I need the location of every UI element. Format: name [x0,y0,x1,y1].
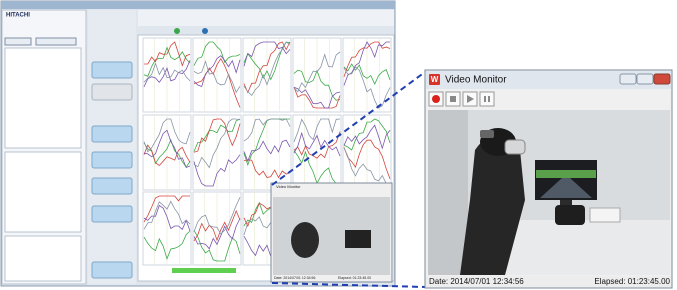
button-column [88,10,136,284]
range-box [5,236,81,281]
panel-button[interactable] [36,38,76,45]
display-scene [536,170,596,178]
inset-title: Video Monitor [276,184,301,189]
pause-icon [488,96,490,102]
minimize-button[interactable] [620,74,636,84]
side-button[interactable] [92,84,132,100]
device-box [590,208,620,222]
panel-button[interactable] [5,38,31,45]
channel-list [5,48,81,148]
inset-date: Date: 2014/07/01 12:34:56 [274,276,316,280]
headset [480,130,494,138]
settings-box [5,152,81,232]
video-monitor: W Video Monitor Date: 2014 [425,70,672,288]
close-button[interactable] [654,74,670,84]
side-button[interactable] [92,206,132,222]
brand-label: HITACHI [6,13,30,19]
side-button[interactable] [92,152,132,168]
pause-icon [484,96,486,102]
maximize-button[interactable] [637,74,653,84]
stop-icon [450,96,456,102]
inset-person [291,222,319,258]
status-dot [174,28,180,34]
inset-monitor: Video Monitor Date: 2014/07/01 12:34:56 … [271,183,392,282]
chart-toolbar [138,10,394,26]
inset-screen [345,230,371,248]
side-button[interactable] [92,178,132,194]
title-bar [1,1,395,9]
monitor-title: Video Monitor [445,75,507,86]
room-shadow [428,110,468,275]
headset [505,140,525,154]
side-button[interactable] [92,262,132,278]
date-label: Date: 2014/07/01 12:34:56 [429,277,524,286]
side-button[interactable] [92,62,132,78]
screenshot: HITACHI Video Monitor Date: 2014/07/01 1… [0,0,677,290]
progress-bar [172,268,236,273]
record-icon [432,95,440,103]
page: HITACHI Video Monitor Date: 2014/07/01 1… [0,0,677,290]
inset-video [273,197,390,275]
elapsed-label: Elapsed: 01:23:45.00 [594,277,670,286]
video-frame [428,110,670,275]
inset-elapsed: Elapsed: 01:23:45.00 [338,276,371,280]
steering-wheel [555,205,585,225]
pause-button[interactable] [480,92,494,106]
status-dot [202,28,208,34]
side-button[interactable] [92,126,132,142]
app-icon-glyph: W [431,75,439,84]
